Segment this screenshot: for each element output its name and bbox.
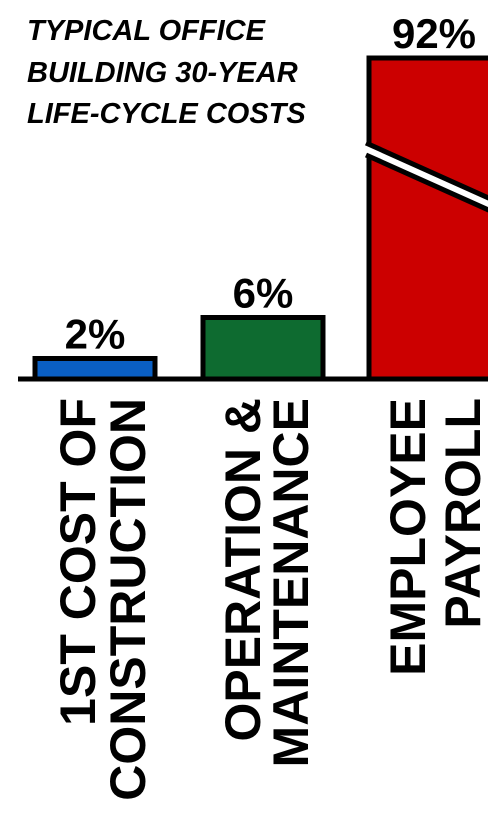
value-labels: 2% 6% 92% [65,10,476,358]
axis-break-edge [364,140,488,201]
bar [366,55,488,382]
chart-title-line: TYPICAL OFFICE [27,15,267,47]
category-label: PAYROLL [435,398,488,629]
axis-break-edge [364,152,488,213]
category-label: 1ST COST OF [50,398,106,726]
category-label: EMPLOYEE [380,398,436,676]
bar [200,315,326,382]
category-label: OPERATION & [215,398,271,742]
value-label: 6% [233,270,294,317]
chart-title-line: LIFE-CYCLE COSTS [27,98,306,130]
value-label: 92% [392,10,476,57]
category-label: MAINTENANCE [263,398,319,767]
chart-title-line: BUILDING 30-YEAR [27,57,298,89]
bar [32,356,158,382]
value-label: 2% [65,311,126,358]
axis-break [366,143,488,210]
category-label: CONSTRUCTION [100,398,156,801]
chart-title: TYPICAL OFFICE BUILDING 30-YEAR LIFE-CYCLE… [27,15,306,130]
